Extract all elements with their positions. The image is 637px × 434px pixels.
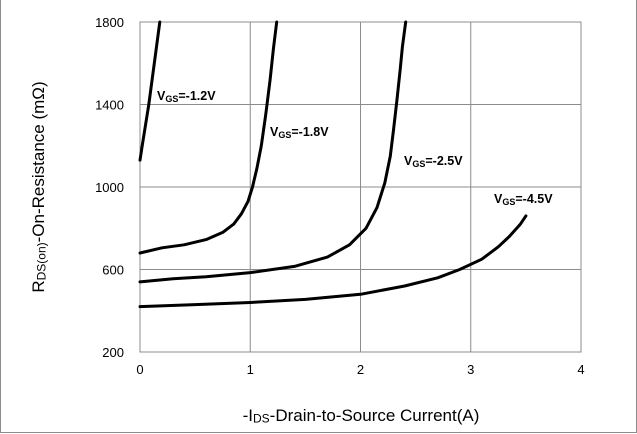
- series-line-3: [138, 214, 528, 309]
- y-tick-label: 1400: [95, 98, 124, 113]
- x-tick-label: 4: [577, 362, 584, 377]
- x-tick-label: 3: [467, 362, 474, 377]
- series-line-2: [138, 20, 408, 284]
- grid-lines: [139, 21, 582, 353]
- y-tick-labels: 200 600 1000 1400 1800: [95, 15, 124, 360]
- curves: [138, 20, 528, 309]
- x-tick-labels: 0 1 2 3 4: [136, 362, 584, 377]
- y-tick-label: 200: [102, 345, 124, 360]
- curve-label-vgs-4-5v: VGS=-4.5V: [494, 192, 553, 207]
- x-tick-label: 1: [247, 362, 254, 377]
- y-tick-label: 1000: [95, 180, 124, 195]
- x-axis-title: -IDS-Drain-to-Source Current(A): [243, 406, 480, 426]
- plot-area-border: [139, 21, 582, 353]
- curve-label-vgs-1-8v: VGS=-1.8V: [270, 125, 329, 140]
- series-line-1: [138, 20, 279, 255]
- x-tick-label: 2: [357, 362, 364, 377]
- curve-label-vgs-1-2v: VGS=-1.2V: [157, 89, 216, 104]
- series-line-0: [138, 20, 162, 162]
- y-tick-label: 1800: [95, 15, 124, 30]
- curve-label-vgs-2-5v: VGS=-2.5V: [404, 154, 463, 169]
- x-tick-label: 0: [136, 362, 143, 377]
- y-tick-label: 600: [102, 263, 124, 278]
- y-axis-title: RDS(on)-On-Resistance (mΩ): [29, 81, 49, 292]
